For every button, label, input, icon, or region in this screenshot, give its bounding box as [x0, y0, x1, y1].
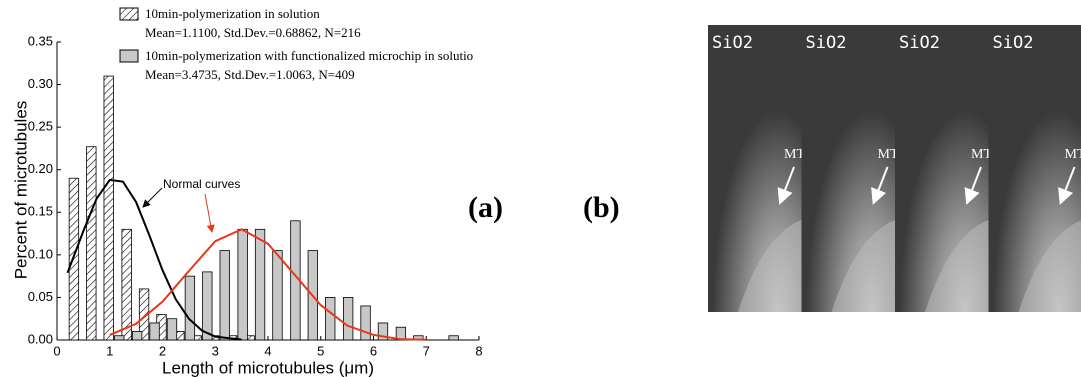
bar: [150, 323, 160, 340]
bar: [203, 272, 213, 340]
arrow: [205, 194, 212, 232]
substrate-label: SiO2: [712, 33, 753, 53]
bar: [273, 251, 283, 340]
y-tick-label: 0.10: [28, 246, 53, 261]
x-tick-label: 7: [423, 343, 430, 358]
bar: [220, 251, 230, 340]
x-tick-label: 0: [53, 343, 60, 358]
x-axis-label: Length of microtubules (μm): [162, 358, 374, 377]
bar: [255, 229, 265, 340]
bar: [167, 319, 177, 340]
x-tick-label: 2: [159, 343, 166, 358]
substrate-label: SiO2: [993, 33, 1034, 53]
bar: [132, 331, 142, 340]
page: {"chart_data":{"type":"histogram", "x":[…: [0, 0, 1081, 377]
x-tick-label: 3: [212, 343, 219, 358]
bar: [104, 76, 114, 340]
figure: Percent of microtubules Length of microt…: [0, 0, 1081, 377]
x-tick-label: 4: [264, 343, 271, 358]
x-tick-label: 5: [317, 343, 324, 358]
y-tick-label: 0.05: [28, 289, 53, 304]
bar: [87, 147, 97, 340]
y-tick-label: 0.15: [28, 204, 53, 219]
annotation: Normal curves: [163, 177, 240, 191]
y-tick-label: 0.30: [28, 76, 53, 91]
panel-label: (a): [468, 191, 503, 224]
y-tick-label: 0.20: [28, 161, 53, 176]
legend-label: 10min-polymerization with functionalized…: [145, 48, 473, 63]
y-tick-label: 0.25: [28, 119, 53, 134]
bar: [69, 178, 79, 340]
substrate-label: SiO2: [899, 33, 940, 53]
y-tick-label: 0.35: [28, 33, 53, 48]
bar: [361, 306, 371, 340]
panel-label: (b): [583, 191, 620, 224]
legend-swatch: [120, 50, 138, 62]
bar: [325, 297, 335, 340]
bar: [114, 336, 124, 340]
legend-swatch: [120, 8, 138, 20]
legend-label: 10min-polymerization in solution: [145, 6, 320, 21]
bar: [343, 297, 353, 340]
bar: [122, 229, 132, 340]
bar: [185, 276, 195, 340]
x-tick-label: 1: [106, 343, 113, 358]
bar: [449, 336, 459, 340]
y-tick-label: 0.00: [28, 331, 53, 346]
legend-stats: Mean=3.4735, Std.Dev.=1.0063, N=409: [145, 67, 355, 82]
legend-stats: Mean=1.1100, Std.Dev.=0.68862, N=216: [145, 25, 361, 40]
substrate-label: SiO2: [806, 33, 847, 53]
arrow: [143, 188, 162, 207]
bar: [238, 229, 248, 340]
x-tick-label: 8: [475, 343, 482, 358]
x-tick-label: 6: [370, 343, 377, 358]
marker-label: MT: [1065, 147, 1081, 162]
